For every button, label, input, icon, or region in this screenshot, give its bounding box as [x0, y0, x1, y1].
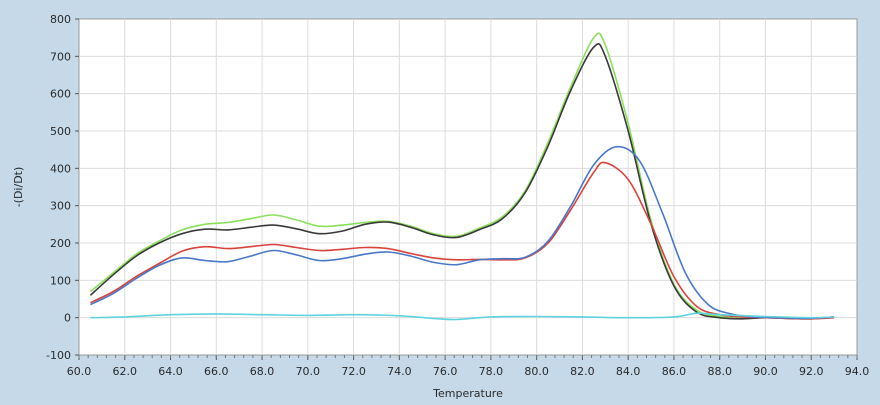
x-tick-label: 78.0 [479, 365, 504, 378]
series-group [89, 32, 835, 321]
y-tick-label: -100 [46, 349, 71, 362]
x-tick-label: 86.0 [662, 365, 687, 378]
minor-ticks [75, 18, 858, 360]
x-axis-label: Temperature [432, 387, 503, 400]
x-tick-label: 70.0 [296, 365, 321, 378]
x-tick-label: 68.0 [250, 365, 275, 378]
series-line-4 [90, 145, 835, 320]
series-line-1 [89, 32, 835, 320]
grid-lines [79, 19, 857, 355]
x-tick-label: 92.0 [799, 365, 824, 378]
x-tick-label: 88.0 [707, 365, 732, 378]
y-tick-label: 400 [50, 162, 71, 175]
y-tick-labels: -100 0 100 200 300 400 500 600 700 800 [46, 13, 71, 362]
plot-area [78, 18, 858, 356]
y-tick-label: 100 [50, 274, 71, 287]
x-tick-label: 62.0 [113, 365, 138, 378]
y-tick-label: 700 [50, 50, 71, 63]
x-tick-label: 66.0 [204, 365, 229, 378]
y-tick-label: 200 [50, 237, 71, 250]
x-tick-label: 90.0 [753, 365, 778, 378]
x-tick-label: 64.0 [158, 365, 183, 378]
x-tick-labels: 60.0 62.0 64.0 66.0 68.0 70.0 72.0 74.0 76.0 78.0… [67, 365, 870, 378]
y-tick-label: 600 [50, 88, 71, 101]
x-tick-label: 82.0 [570, 365, 595, 378]
series-line-3 [90, 161, 835, 320]
y-tick-label: 800 [50, 13, 71, 26]
y-tick-label: 300 [50, 200, 71, 213]
x-tick-label: 72.0 [341, 365, 366, 378]
y-axis-label: -(Di/Dt) [12, 167, 25, 208]
x-tick-label: 74.0 [387, 365, 412, 378]
y-tick-label: 0 [64, 312, 71, 325]
x-tick-label: 76.0 [433, 365, 458, 378]
series-line-5 [90, 312, 835, 321]
x-tick-label: 60.0 [67, 365, 92, 378]
x-tick-label: 80.0 [524, 365, 549, 378]
y-tick-label: 500 [50, 125, 71, 138]
x-tick-label: 84.0 [616, 365, 641, 378]
x-tick-label: 94.0 [845, 365, 870, 378]
series-line-2 [89, 42, 835, 320]
